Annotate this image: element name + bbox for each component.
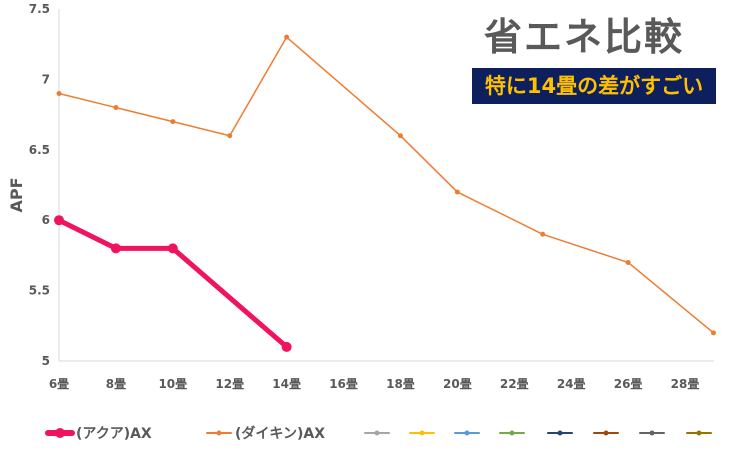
legend-marker <box>419 430 425 436</box>
y-tick-label: 5 <box>42 354 50 368</box>
data-point <box>281 341 292 352</box>
legend-marker <box>649 430 655 436</box>
x-tick-label: 8畳 <box>106 377 126 391</box>
data-point <box>167 243 178 254</box>
x-tick-label: 6畳 <box>49 377 69 391</box>
y-axis-label: APF <box>7 177 26 212</box>
data-point <box>54 215 64 226</box>
data-point <box>710 330 716 336</box>
series-line-0 <box>57 217 289 349</box>
legend-marker <box>603 430 609 436</box>
data-point <box>540 231 546 237</box>
data-point <box>56 90 62 96</box>
legend-marker <box>55 428 65 438</box>
data-point <box>625 259 631 265</box>
x-tick-label: 26畳 <box>614 377 643 391</box>
y-tick-label: 6 <box>42 213 50 227</box>
legend-marker <box>557 430 563 436</box>
legend-marker <box>464 430 470 436</box>
x-tick-label: 14畳 <box>272 377 301 391</box>
legend-marker <box>509 430 515 436</box>
x-tick-label: 10畳 <box>158 377 187 391</box>
data-point <box>227 133 233 139</box>
chart-subtitle: 特に14畳の差がすごい <box>472 68 716 104</box>
data-point <box>454 189 460 195</box>
x-tick-label: 18畳 <box>386 377 415 391</box>
legend-marker <box>696 430 702 436</box>
legend-marker <box>216 430 222 436</box>
x-tick-label: 22畳 <box>500 377 529 391</box>
x-tick-label: 20畳 <box>443 377 472 391</box>
data-point <box>110 243 121 254</box>
data-point <box>284 34 290 40</box>
x-tick-label: 28畳 <box>671 377 700 391</box>
legend-label: (ダイキン)AX <box>235 425 325 442</box>
series-line-1 <box>58 36 714 334</box>
legend-label: (アクア)AX <box>76 426 152 442</box>
x-tick-label: 24畳 <box>557 377 586 391</box>
data-point <box>170 119 176 125</box>
chart-title: 省エネ比較 <box>484 15 685 59</box>
y-tick-label: 5.5 <box>29 284 50 298</box>
y-tick-label: 7.5 <box>29 2 50 16</box>
data-point <box>113 105 119 111</box>
x-tick-label: 12畳 <box>215 377 244 391</box>
x-tick-label: 16畳 <box>329 377 358 391</box>
legend-marker <box>374 430 380 436</box>
data-point <box>397 133 403 139</box>
y-tick-label: 7 <box>42 72 50 86</box>
y-tick-label: 6.5 <box>29 143 50 157</box>
